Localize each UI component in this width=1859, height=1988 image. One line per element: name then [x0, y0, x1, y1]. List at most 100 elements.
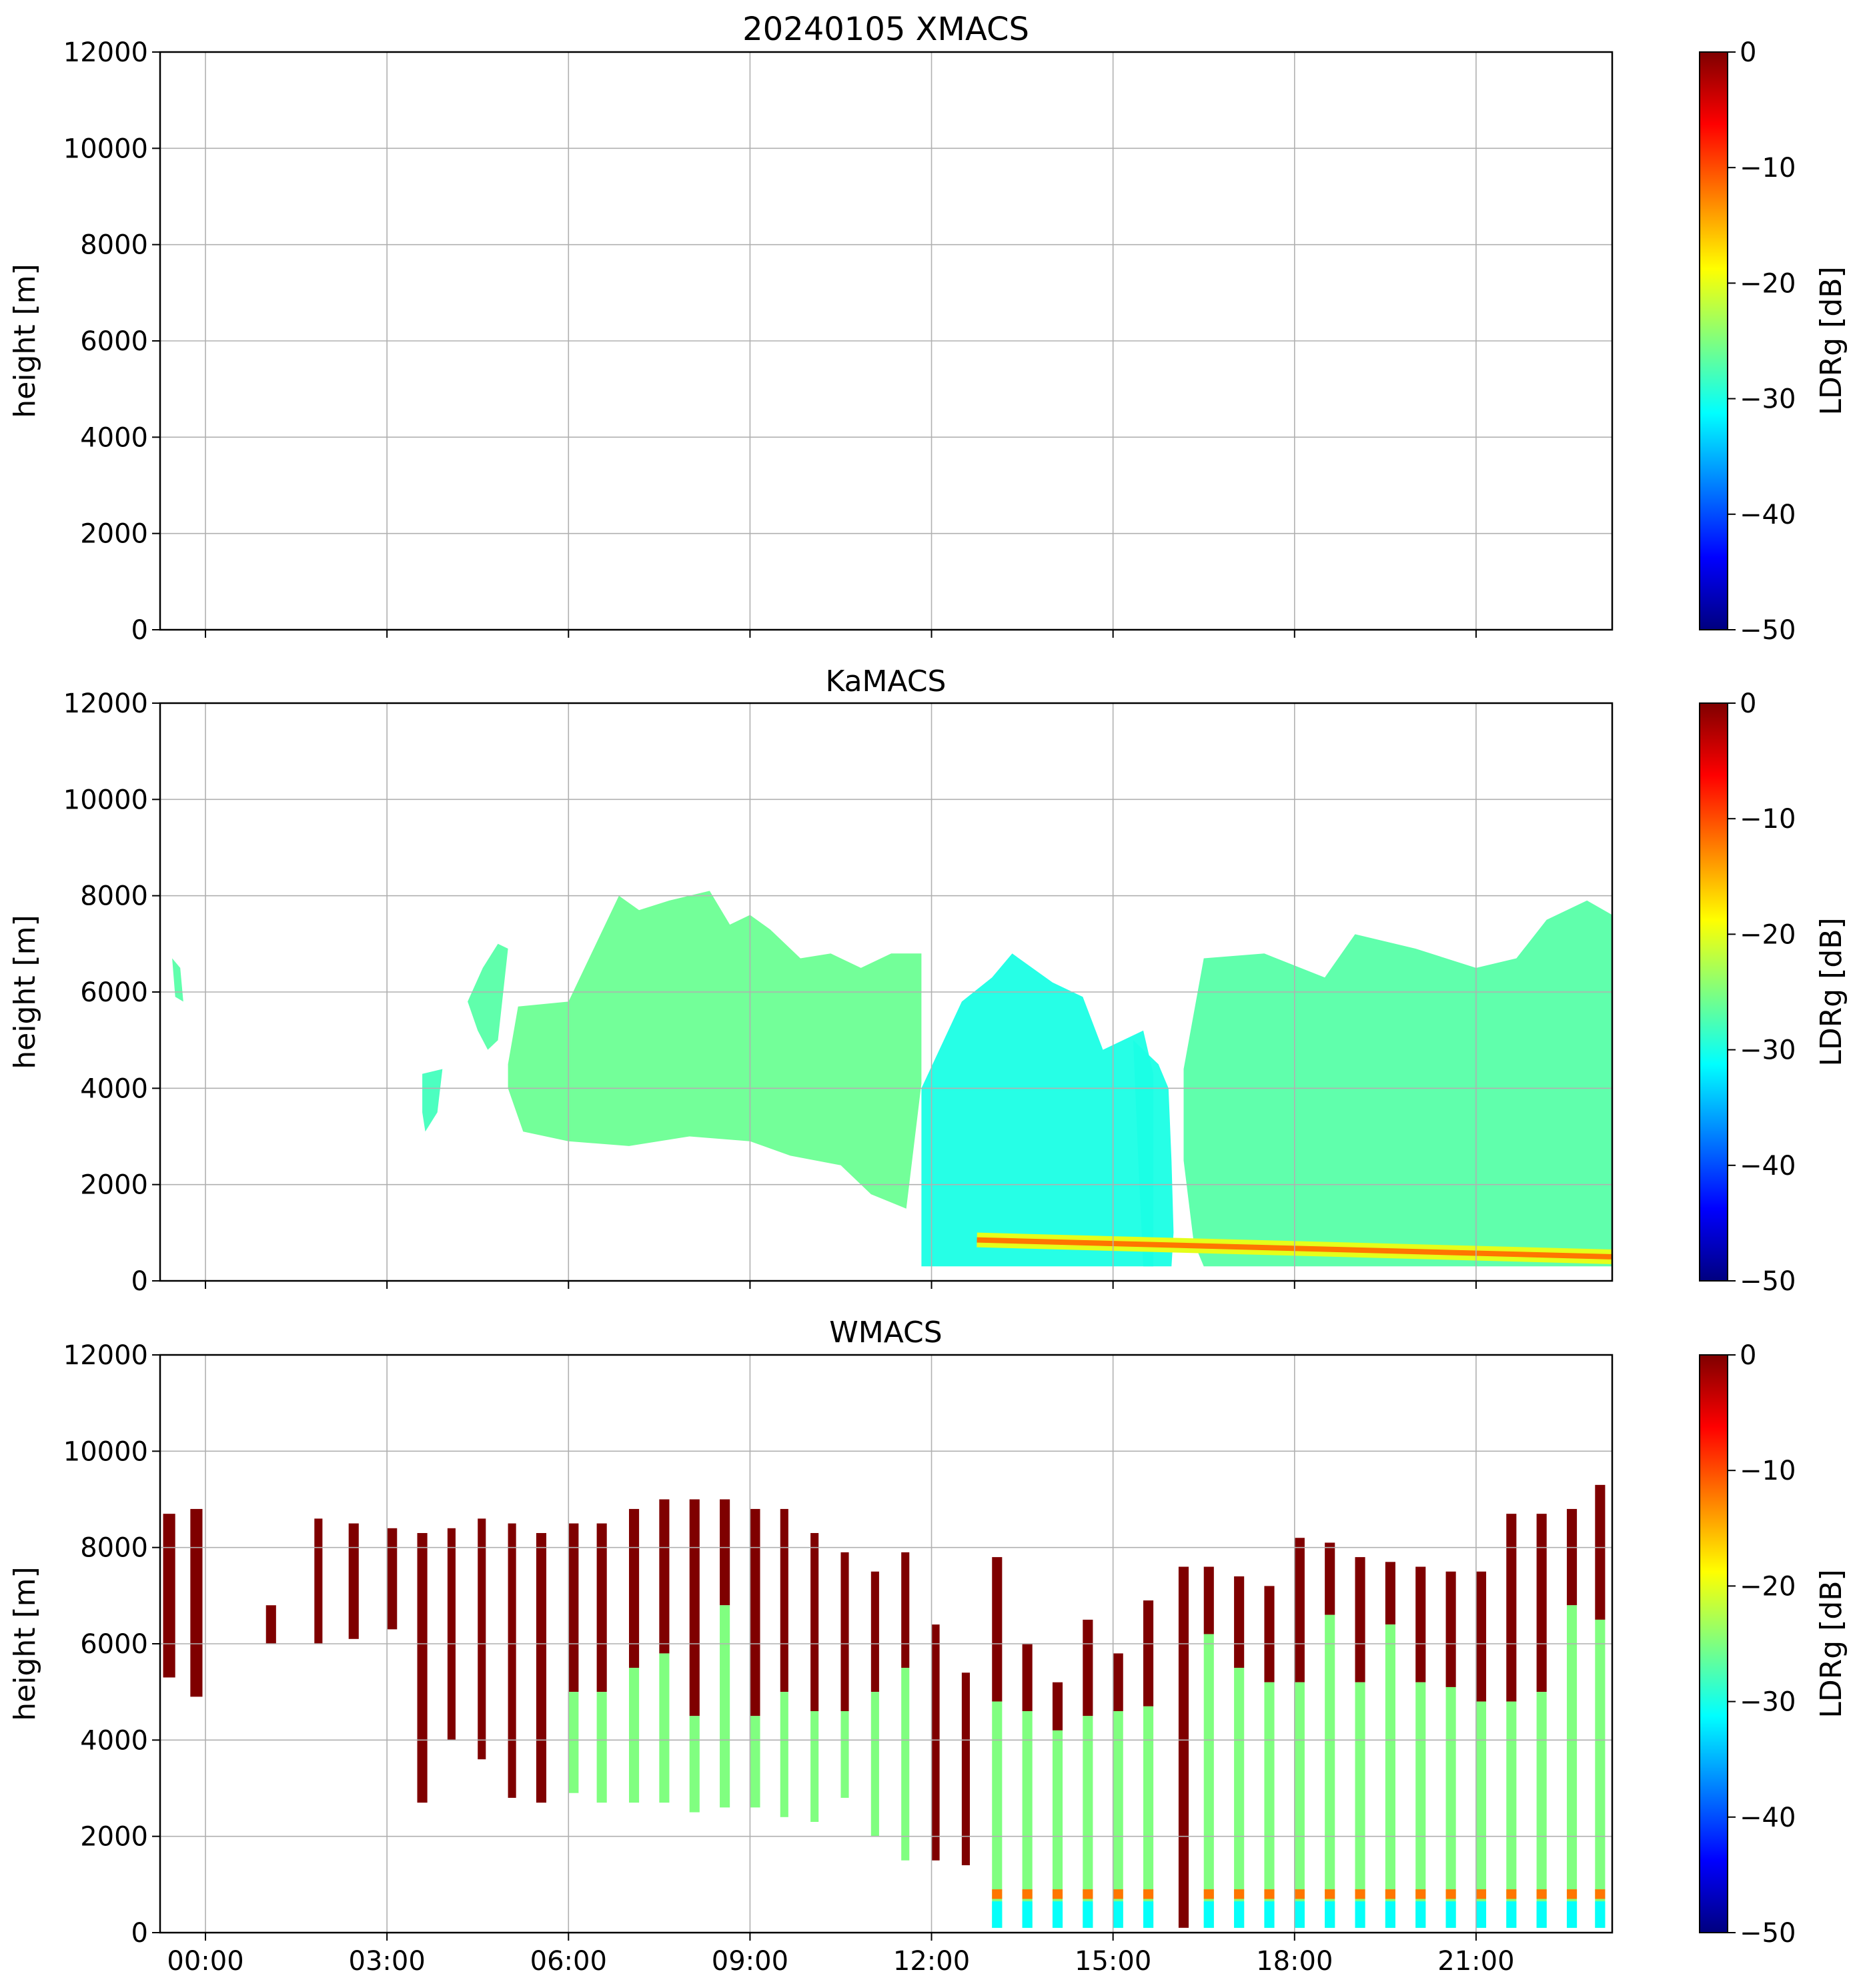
profile-ice [1536, 1514, 1547, 1692]
profile-melting [1445, 1889, 1456, 1899]
profile-precip [1052, 1730, 1063, 1928]
profile-melting [1536, 1889, 1547, 1899]
profile-ice [1143, 1600, 1154, 1706]
profile-precip [901, 1668, 910, 1861]
profile-precip [1113, 1711, 1123, 1928]
profile-melting [1595, 1889, 1606, 1899]
profile-ice [478, 1518, 486, 1760]
profile-ice [780, 1508, 788, 1692]
profile-ice [1595, 1484, 1606, 1620]
y-tick-label: 4000 [80, 1073, 148, 1104]
profile-precip [1385, 1624, 1395, 1928]
y-tick-label: 6000 [80, 1629, 148, 1660]
y-tick-label: 2000 [80, 1170, 148, 1201]
profile-rain [1325, 1901, 1335, 1928]
profile-ice [1475, 1571, 1487, 1702]
colorbar-tick-label: −10 [1740, 153, 1796, 183]
profile-rain [1355, 1901, 1365, 1928]
profile-precip [628, 1668, 640, 1803]
y-tick-label: 4000 [80, 1725, 148, 1756]
x-axis [205, 1281, 1477, 1289]
profile-melting [1294, 1889, 1305, 1899]
profile-ice [536, 1533, 547, 1803]
profile-ice [1083, 1619, 1093, 1716]
profile-precip [992, 1701, 1003, 1928]
cloud-region [921, 953, 1154, 1267]
profile-melting [1083, 1889, 1093, 1899]
colorbar-tick-label: 0 [1740, 37, 1756, 68]
profile-melting [1234, 1889, 1245, 1899]
profile-ice [508, 1523, 516, 1798]
y-axis-label: height [m] [8, 1566, 42, 1720]
cloud-region [468, 943, 508, 1050]
profile-precip [1355, 1682, 1365, 1928]
profile-ice [1415, 1566, 1426, 1682]
profile-precip [1022, 1711, 1033, 1928]
y-tick-label: 12000 [63, 1340, 148, 1371]
colorbar-tick-label: −30 [1740, 1035, 1796, 1066]
panel-title: WMACS [829, 1316, 942, 1350]
y-tick-label: 2000 [80, 519, 148, 550]
profile-ice [840, 1552, 849, 1712]
grid [160, 51, 1612, 630]
y-tick-label: 8000 [80, 230, 148, 261]
data-layer [172, 891, 1612, 1267]
profile-rain [1143, 1901, 1154, 1928]
profile-rain [1113, 1901, 1123, 1928]
profile-melting [1415, 1889, 1426, 1899]
profile-melting [1385, 1889, 1395, 1899]
profile-precip [1325, 1614, 1335, 1928]
x-tick-label: 18:00 [1256, 1946, 1333, 1977]
x-tick-label: 21:00 [1437, 1946, 1514, 1977]
profile-rain [1385, 1901, 1395, 1928]
x-axis: 00:00 03:00 06:00 09:00 12:00 15:00 18:00 21:00 [167, 1933, 1515, 1977]
profile-precip [1203, 1634, 1214, 1928]
profile-precip [1475, 1701, 1487, 1928]
profile-precip [1143, 1706, 1154, 1928]
colorbar-gradient [1699, 1354, 1728, 1933]
profile-ice [387, 1528, 398, 1630]
profile-rain [1415, 1901, 1426, 1928]
colorbar-label: LDRg [dB] [1814, 266, 1848, 415]
x-tick-label: 03:00 [349, 1946, 426, 1977]
profile-ice [163, 1514, 175, 1678]
y-axis-label: height [m] [8, 915, 42, 1069]
profile-melting [1052, 1889, 1063, 1899]
profile-melting [1143, 1889, 1154, 1899]
profile-rain [1264, 1901, 1275, 1928]
data-layer [163, 1484, 1606, 1928]
colorbar-tick-label: −50 [1740, 615, 1796, 646]
colorbar-label: LDRg [dB] [1814, 1569, 1848, 1718]
profile-precip [1415, 1682, 1426, 1928]
profile-ice [659, 1499, 670, 1654]
profile-rain [992, 1901, 1003, 1928]
colorbar-tick-label: −40 [1740, 1151, 1796, 1181]
y-tick-label: 0 [131, 615, 148, 646]
colorbar-tick-label: −50 [1740, 1266, 1796, 1297]
profile-melting [992, 1889, 1003, 1899]
profile-ice [689, 1499, 700, 1716]
profile-ice [810, 1533, 819, 1712]
x-tick-label: 15:00 [1075, 1946, 1151, 1977]
profile-ice [190, 1508, 203, 1697]
y-tick-label: 12000 [63, 688, 148, 719]
colorbar-tick-label: 0 [1740, 688, 1756, 719]
x-tick-label: 09:00 [712, 1946, 788, 1977]
profile-precip [659, 1653, 670, 1803]
profile-ice [568, 1523, 579, 1692]
cloud-region [508, 891, 922, 1209]
colorbar-tick-label: 0 [1740, 1340, 1756, 1371]
profile-rain [1566, 1901, 1578, 1928]
profile-precip [870, 1692, 879, 1837]
profile-rain [1294, 1901, 1305, 1928]
y-tick-label: 8000 [80, 881, 148, 912]
profile-rain [1203, 1901, 1214, 1928]
y-tick-label: 10000 [63, 1436, 148, 1467]
profile-ice [1264, 1586, 1275, 1682]
profile-precip [1536, 1692, 1547, 1928]
x-axis [205, 630, 1477, 638]
profile-ice [1355, 1557, 1365, 1682]
y-tick-label: 0 [131, 1266, 148, 1297]
profile-melting [1566, 1889, 1578, 1899]
